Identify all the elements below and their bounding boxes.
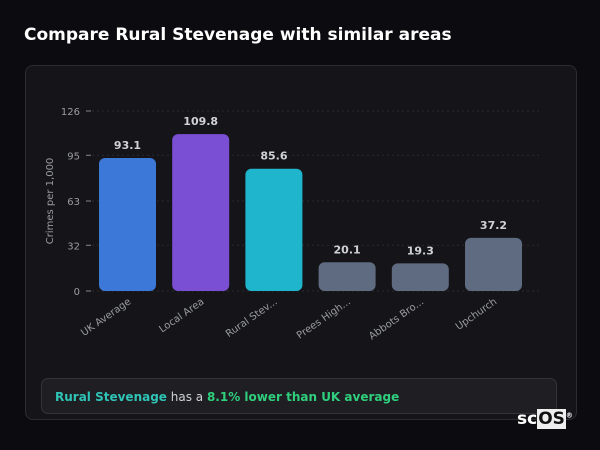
insight-box: Rural Stevenage has a 8.1% lower than UK…	[41, 378, 557, 414]
value-label: 19.3	[407, 244, 434, 257]
x-tick-label: Upchurch	[454, 296, 499, 332]
value-label: 85.6	[260, 150, 287, 163]
scos-logo: scOS®	[517, 409, 573, 429]
bar	[99, 158, 156, 291]
page-title: Compare Rural Stevenage with similar are…	[24, 25, 452, 45]
y-axis-label: Crimes per 1,000	[45, 158, 56, 245]
value-label: 93.1	[114, 139, 141, 152]
bar	[318, 262, 376, 291]
y-tick-label: 95	[67, 151, 80, 162]
bar	[391, 263, 449, 291]
bar	[465, 237, 522, 291]
value-label: 109.8	[183, 115, 218, 128]
insight-text: has a	[166, 390, 207, 404]
y-tick-label: 63	[67, 197, 80, 208]
bar	[245, 168, 303, 291]
x-tick-label: Prees High...	[295, 296, 353, 341]
x-tick-label: UK Average	[79, 296, 133, 338]
insight-stat: 8.1% lower than UK average	[206, 390, 400, 404]
y-tick-label: 126	[61, 107, 80, 118]
value-label: 20.1	[334, 243, 361, 256]
x-tick-label: Rural Stev...	[224, 296, 280, 340]
y-tick-label: 32	[67, 241, 80, 252]
x-tick-label: Abbots Bro...	[367, 296, 426, 342]
bar	[172, 134, 230, 291]
y-tick-label: 0	[74, 287, 80, 298]
value-label: 37.2	[480, 219, 507, 232]
insight-area: Rural Stevenage	[55, 390, 167, 404]
x-tick-label: Local Area	[157, 296, 206, 335]
